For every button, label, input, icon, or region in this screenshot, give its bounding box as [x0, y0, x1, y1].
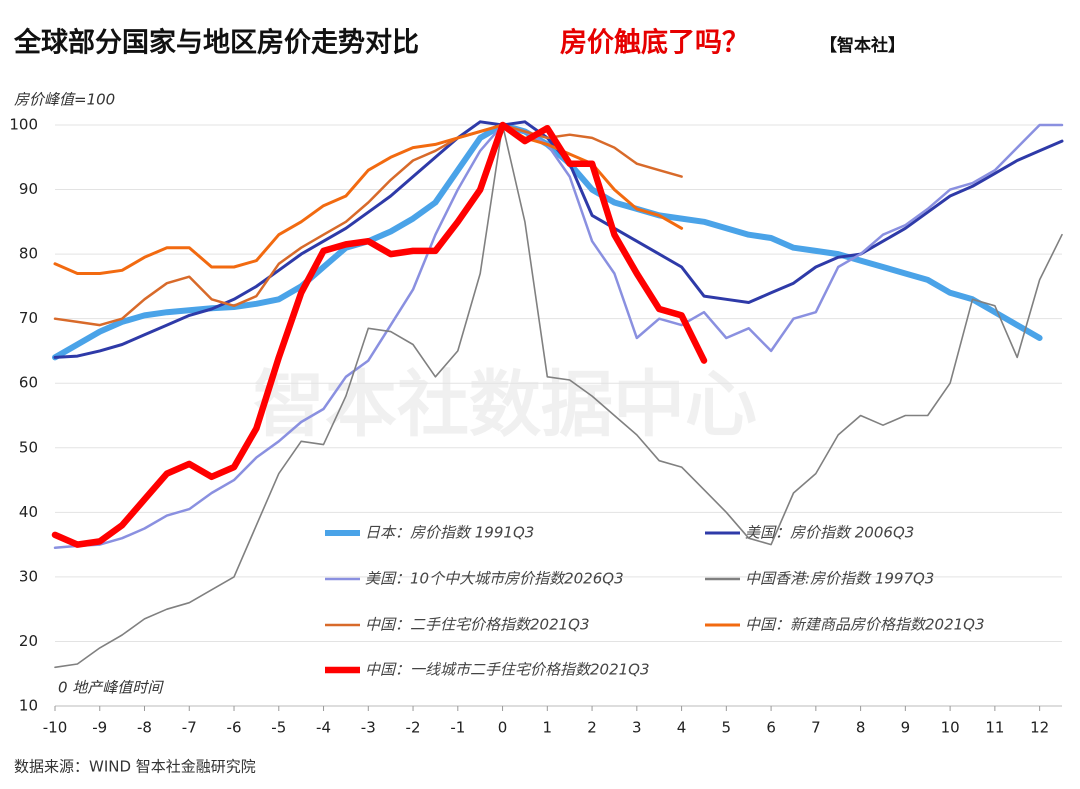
- y-tick-label: 40: [19, 503, 38, 521]
- series-line: [53, 123, 1064, 550]
- y-tick-label: 10: [19, 697, 38, 715]
- x-tick-label: -2: [406, 719, 421, 737]
- x-tick-label: -1: [450, 719, 465, 737]
- y-tick-label: 90: [19, 180, 38, 198]
- y-tick-label: 70: [19, 309, 38, 327]
- legend-label: 中国香港:房价指数 1997Q3: [745, 570, 934, 588]
- x-tick-label: -4: [316, 719, 331, 737]
- x-tick-label: -6: [227, 719, 242, 737]
- series-line: [51, 121, 708, 548]
- x-tick-label: 0: [498, 719, 508, 737]
- y-tick-label: 100: [9, 116, 38, 134]
- x-tick-label: 6: [766, 719, 776, 737]
- watermark: 智本社数据中心: [253, 363, 757, 447]
- legend-label: 美国：10个中大城市房价指数2026Q3: [365, 570, 624, 588]
- chart-title: 全球部分国家与地区房价走势对比: [13, 27, 419, 59]
- x-tick-label: -8: [137, 719, 152, 737]
- chart-subtitle: 房价触底了吗？: [560, 27, 749, 59]
- x-tick-label: 4: [677, 719, 687, 737]
- x-tick-label: 10: [941, 719, 960, 737]
- series-line: [53, 123, 684, 275]
- x-tick-label: -7: [182, 719, 197, 737]
- x-tick-label: -10: [43, 719, 68, 737]
- x-tick-label: 7: [811, 719, 821, 737]
- legend-label: 中国：一线城市二手住宅价格指数2021Q3: [365, 661, 650, 679]
- x-tick-label: -5: [271, 719, 286, 737]
- legend-label: 中国：二手住宅价格指数2021Q3: [365, 616, 590, 634]
- x-tick-label: 2: [587, 719, 597, 737]
- x-tick-label: 1: [543, 719, 553, 737]
- source: 数据来源：WIND 智本社金融研究院: [14, 758, 256, 776]
- x-tick-label: 8: [856, 719, 866, 737]
- series-line: [53, 123, 683, 327]
- x-tick-label: -3: [361, 719, 376, 737]
- brand: 【智本社】: [820, 35, 905, 56]
- x-tick-label: 9: [901, 719, 911, 737]
- y-tick-label: 60: [19, 374, 38, 392]
- x-tick-label: 3: [632, 719, 642, 737]
- x-tick-label: -9: [92, 719, 107, 737]
- x-tick-label: 11: [985, 719, 1004, 737]
- series-line: [54, 124, 1063, 669]
- y-tick-label: 20: [19, 632, 38, 650]
- x-axis-label: 0 地产峰值时间: [58, 679, 164, 697]
- series-line: [52, 122, 1043, 361]
- y-axis-label: 房价峰值=100: [14, 91, 115, 109]
- y-tick-label: 80: [19, 245, 38, 263]
- y-tick-label: 50: [19, 438, 38, 456]
- legend-label: 中国：新建商品房价格指数2021Q3: [745, 616, 985, 634]
- y-tick-label: 30: [19, 567, 38, 585]
- x-tick-label: 12: [1030, 719, 1049, 737]
- legend-label: 美国：房价指数 2006Q3: [745, 524, 914, 542]
- x-tick-label: 5: [722, 719, 732, 737]
- legend-label: 日本：房价指数 1991Q3: [365, 524, 534, 542]
